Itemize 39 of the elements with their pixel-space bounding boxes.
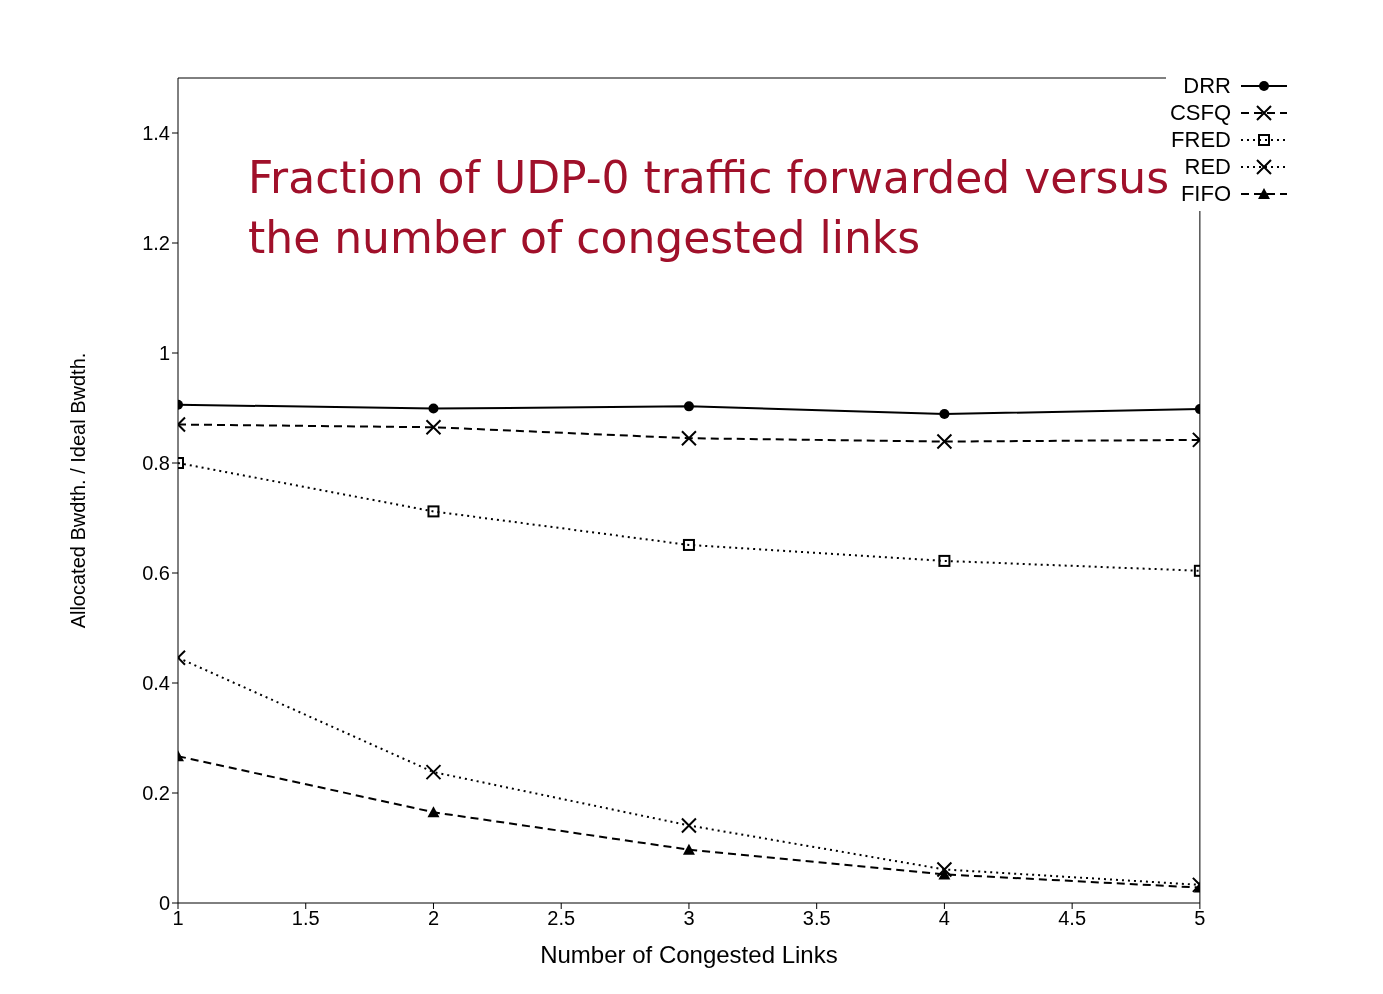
point	[682, 843, 695, 855]
point	[680, 817, 697, 834]
y-tick-label: 0	[158, 892, 170, 915]
point	[936, 861, 953, 878]
legend-label: DRR	[1183, 72, 1231, 99]
point	[425, 419, 442, 436]
legend-label: FIFO	[1180, 180, 1231, 207]
y-axis-title: Allocated Bwdth. / Ideal Bwdth.	[67, 352, 90, 629]
annotation: Fraction of UDP-0 traffic forwarded versus the number of congested links	[248, 152, 1170, 263]
y-tick-label: 0.6	[142, 562, 170, 585]
y-tick-label: 0.4	[142, 672, 170, 695]
point	[939, 409, 950, 420]
y-tick-label: 1.2	[142, 232, 170, 255]
y-tick-label: 0.8	[142, 452, 170, 475]
legend-label: CSFQ	[1169, 99, 1231, 126]
legend-label: FRED	[1171, 126, 1231, 153]
point	[427, 505, 440, 518]
legend-label: RED	[1184, 153, 1231, 180]
x-tick-label: 1	[172, 907, 184, 930]
point	[683, 401, 694, 412]
point	[425, 764, 442, 781]
x-axis-title: Number of Congested Links	[540, 941, 838, 968]
x-tick-label: 3.5	[802, 907, 831, 930]
point	[427, 806, 440, 818]
point	[680, 430, 697, 447]
point	[936, 433, 953, 450]
point	[428, 403, 439, 414]
x-tick-label: 4	[938, 907, 950, 930]
x-tick-label: 2	[427, 907, 440, 930]
y-tick-label: 0.2	[142, 782, 170, 805]
y-tick-label: 1.4	[142, 122, 170, 145]
x-tick-label: 2.5	[547, 907, 576, 930]
x-tick-label: 5	[1194, 907, 1206, 930]
x-tick-label: 3	[683, 907, 695, 930]
x-tick-label: 1.5	[291, 907, 320, 930]
y-tick-label: 1	[158, 342, 170, 365]
x-tick-label: 4.5	[1058, 907, 1087, 930]
point	[682, 538, 695, 551]
point	[938, 554, 951, 567]
